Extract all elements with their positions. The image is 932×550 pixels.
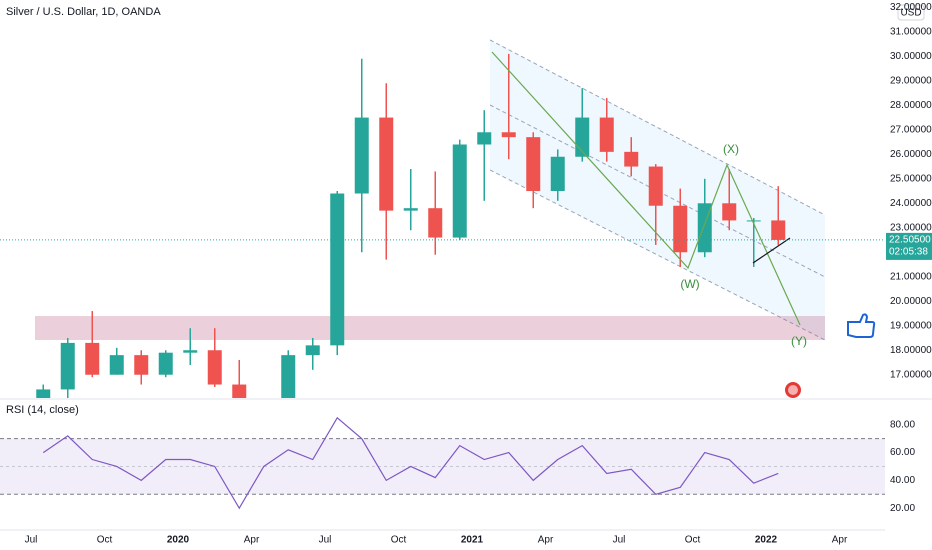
wave-label: (X): [723, 142, 739, 156]
chart-title: Silver / U.S. Dollar, 1D, OANDA: [6, 6, 161, 18]
candles: [36, 53, 786, 398]
x-tick-label: 2022: [755, 535, 778, 546]
wave-label: (Y): [791, 334, 807, 348]
candle-body: [354, 117, 369, 194]
countdown: 02:05:38: [889, 247, 928, 258]
drawings: [35, 39, 826, 341]
y-tick-label: 30.00000: [890, 51, 932, 62]
candle-body: [452, 144, 467, 238]
last-price-label: 22.50500: [889, 235, 931, 246]
y-tick-label: 28.00000: [890, 100, 932, 111]
candle-body: [232, 384, 247, 398]
candle-body: [550, 156, 565, 192]
candle-body: [60, 342, 75, 390]
candle-body: [183, 350, 198, 353]
candle-body: [281, 355, 296, 398]
x-tick-label: Oct: [391, 535, 407, 546]
y-tick-label: 27.00000: [890, 124, 932, 135]
candle-body: [305, 345, 320, 356]
thumb-icon: [847, 313, 876, 338]
x-tick-label: Jul: [319, 535, 332, 546]
x-tick-label: Apr: [832, 535, 848, 546]
support-zone: [35, 316, 825, 340]
x-tick-label: 2021: [461, 535, 484, 546]
last-price-box: [886, 232, 932, 260]
wave-lines: [491, 51, 801, 326]
rsi-tick-label: 60.00: [890, 447, 915, 458]
wave-label: (W): [680, 277, 699, 291]
candle-body: [648, 166, 663, 206]
y-tick-label: 31.00000: [890, 26, 932, 37]
candle-body: [428, 208, 443, 238]
candle-body: [134, 355, 149, 375]
y-tick-label: 23.00000: [890, 222, 932, 233]
candle-body: [501, 132, 516, 138]
candle-body: [158, 352, 173, 375]
event-icon-inner: [788, 385, 798, 395]
x-tick-label: Jul: [25, 535, 38, 546]
y-tick-label: 20.00000: [890, 296, 932, 307]
candle-body: [109, 355, 124, 375]
candle-body: [36, 389, 51, 398]
y-tick-label: 17.00000: [890, 369, 932, 380]
x-tick-label: Oct: [97, 535, 113, 546]
candle-body: [207, 350, 222, 385]
x-tick-label: Jul: [613, 535, 626, 546]
y-tick-label: 29.00000: [890, 75, 932, 86]
rsi-tick-label: 40.00: [890, 475, 915, 486]
candle-body: [722, 203, 737, 221]
currency-box[interactable]: [897, 4, 925, 21]
candle-body: [624, 151, 639, 167]
candle-body: [403, 208, 418, 211]
currency[interactable]: USD: [900, 8, 921, 19]
x-tick-label: Apr: [538, 535, 554, 546]
rsi-tick-label: 20.00: [890, 503, 915, 514]
candle-body: [477, 132, 492, 145]
rsi-tick-label: 80.00: [890, 419, 915, 430]
candle-body: [771, 220, 786, 240]
y-tick-label: 32.00000: [890, 2, 932, 13]
rsi-band: [0, 438, 885, 495]
y-tick-label: 26.00000: [890, 149, 932, 160]
candle-body: [526, 137, 541, 192]
rsi-pane: 20.00 40.00 60.00 80.00: [0, 416, 915, 514]
wave-line: [491, 51, 801, 326]
rsi-title: RSI (14, close): [6, 404, 79, 416]
candle-body: [330, 193, 345, 346]
y-tick-label: 25.00000: [890, 173, 932, 184]
y-tick-label: 21.00000: [890, 271, 932, 282]
y-tick-label: 19.00000: [890, 320, 932, 331]
candle-body: [599, 117, 614, 152]
rsi-line: [42, 416, 779, 510]
x-tick-label: Oct: [685, 535, 701, 546]
candle-body: [85, 342, 100, 375]
x-tick-label: 2020: [167, 535, 190, 546]
x-tick-label: Apr: [244, 535, 260, 546]
y-tick-label: 18.00000: [890, 345, 932, 356]
candle-body: [673, 205, 688, 253]
trend-line: [752, 237, 791, 264]
candle-body: [379, 117, 394, 211]
y-tick-label: 24.00000: [890, 198, 932, 209]
candle-body: [746, 220, 761, 222]
